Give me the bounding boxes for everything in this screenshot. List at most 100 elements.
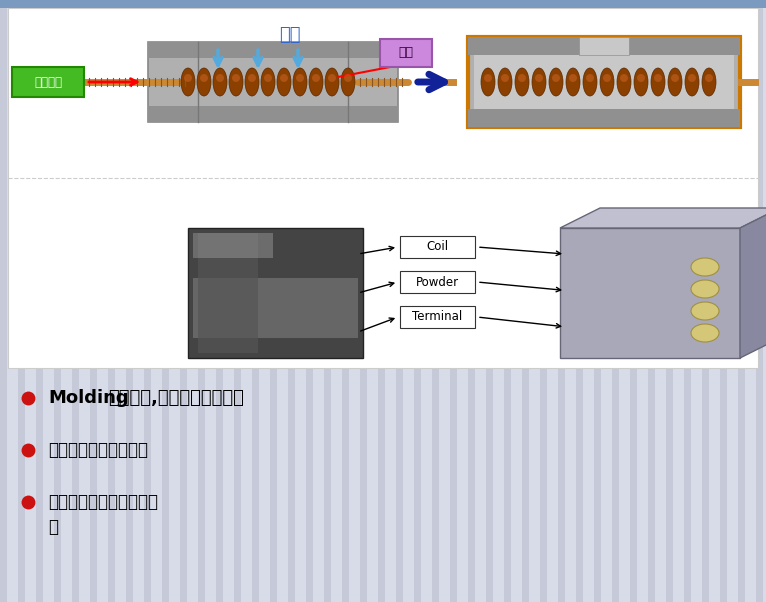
Ellipse shape (702, 68, 716, 96)
Ellipse shape (312, 74, 320, 82)
Ellipse shape (535, 74, 543, 82)
Bar (738, 0, 745, 602)
Bar (148, 42, 398, 122)
Bar (144, 0, 151, 602)
Bar (12, 67, 84, 97)
Ellipse shape (586, 74, 594, 82)
Bar (648, 0, 655, 602)
Ellipse shape (216, 74, 224, 82)
Bar (198, 0, 205, 602)
Bar (468, 37, 740, 127)
Bar (270, 0, 277, 602)
Bar (54, 0, 61, 602)
Bar (234, 0, 241, 602)
Bar (400, 236, 475, 258)
Text: 独特的磁粉配方及线圈设: 独特的磁粉配方及线圈设 (48, 493, 158, 511)
Bar (216, 0, 223, 602)
Ellipse shape (181, 68, 195, 96)
Ellipse shape (691, 280, 719, 298)
Ellipse shape (344, 74, 352, 82)
Ellipse shape (296, 74, 304, 82)
Bar (324, 0, 331, 602)
Ellipse shape (245, 68, 259, 96)
Bar (558, 0, 565, 602)
Bar (193, 233, 273, 258)
Ellipse shape (705, 74, 713, 82)
Ellipse shape (549, 68, 563, 96)
Bar (666, 0, 673, 602)
Text: Terminal: Terminal (412, 311, 463, 323)
Text: 模压: 模压 (280, 26, 301, 44)
Bar (108, 0, 115, 602)
Bar (522, 0, 529, 602)
Ellipse shape (651, 68, 665, 96)
Text: Coil: Coil (427, 241, 449, 253)
Ellipse shape (552, 74, 560, 82)
Bar (148, 42, 398, 58)
Ellipse shape (583, 68, 597, 96)
Text: Molding: Molding (48, 389, 129, 407)
Bar (504, 0, 511, 602)
Text: 线圈: 线圈 (398, 46, 414, 60)
Bar (594, 0, 601, 602)
Bar (148, 106, 398, 122)
Ellipse shape (637, 74, 645, 82)
Text: Powder: Powder (416, 276, 459, 288)
Ellipse shape (498, 68, 512, 96)
Bar (468, 0, 475, 602)
Bar (188, 228, 363, 358)
Bar (306, 0, 313, 602)
Polygon shape (560, 228, 740, 358)
Ellipse shape (654, 74, 662, 82)
Bar (414, 0, 421, 602)
Ellipse shape (248, 74, 256, 82)
Bar (126, 0, 133, 602)
Text: 计: 计 (48, 518, 58, 536)
Ellipse shape (600, 68, 614, 96)
Bar (0, 0, 766, 8)
Ellipse shape (484, 74, 492, 82)
Bar (630, 0, 637, 602)
Bar (342, 0, 349, 602)
Bar (684, 0, 691, 602)
Ellipse shape (532, 68, 546, 96)
Bar (468, 37, 740, 55)
Ellipse shape (261, 68, 275, 96)
Bar (720, 0, 727, 602)
Ellipse shape (184, 74, 192, 82)
Ellipse shape (325, 68, 339, 96)
Text: 磁粉末和线圈结合紧密: 磁粉末和线圈结合紧密 (48, 441, 148, 459)
Bar (432, 0, 439, 602)
Ellipse shape (566, 68, 580, 96)
Ellipse shape (691, 258, 719, 276)
Ellipse shape (481, 68, 495, 96)
Ellipse shape (280, 74, 288, 82)
Bar (360, 0, 367, 602)
Ellipse shape (518, 74, 526, 82)
Bar (396, 0, 403, 602)
Ellipse shape (197, 68, 211, 96)
Ellipse shape (515, 68, 529, 96)
Bar (576, 0, 583, 602)
Bar (288, 0, 295, 602)
Bar (198, 233, 258, 353)
Text: 绵缘粉末: 绵缘粉末 (34, 75, 62, 88)
Ellipse shape (264, 74, 272, 82)
Bar (380, 39, 432, 67)
Bar (90, 0, 97, 602)
Ellipse shape (688, 74, 696, 82)
Bar (400, 271, 475, 293)
Ellipse shape (685, 68, 699, 96)
Bar (486, 0, 493, 602)
Ellipse shape (617, 68, 631, 96)
Bar (36, 0, 43, 602)
Ellipse shape (501, 74, 509, 82)
Ellipse shape (328, 74, 336, 82)
Ellipse shape (691, 324, 719, 342)
Bar (252, 0, 259, 602)
Bar (378, 0, 385, 602)
Ellipse shape (620, 74, 628, 82)
Polygon shape (740, 208, 766, 358)
Polygon shape (560, 208, 766, 228)
Ellipse shape (341, 68, 355, 96)
